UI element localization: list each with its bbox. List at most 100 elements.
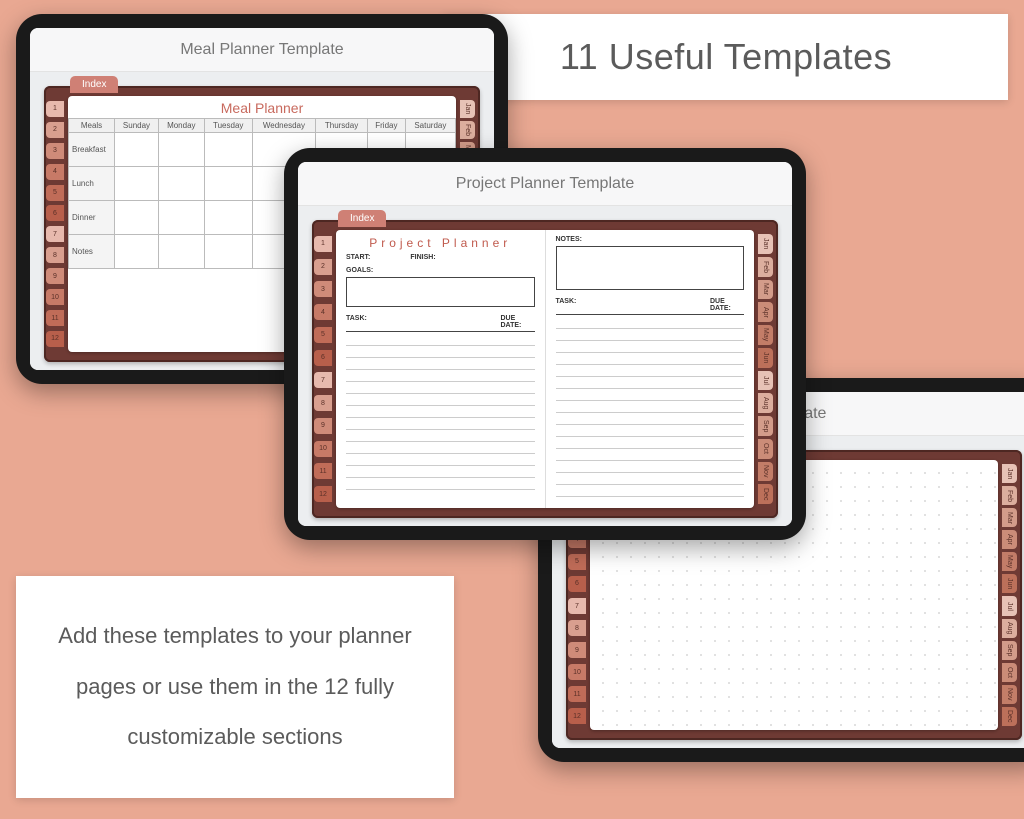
right-tabs-project: Jan Feb Mar Apr May Jun Jul Aug Sep Oct Nov Dec	[758, 220, 778, 518]
section-tab-7[interactable]: 7	[46, 226, 64, 242]
section-tab-8[interactable]: 8	[46, 247, 64, 263]
page-project: Project Planner START: FINISH: GOALS: TA…	[336, 230, 754, 508]
section-tab-9[interactable]: 9	[314, 418, 332, 434]
label-start: START:	[346, 254, 370, 261]
section-tab-4[interactable]: 4	[46, 164, 64, 180]
subtext-card: Add these templates to your planner page…	[16, 576, 454, 798]
month-tab-feb[interactable]: Feb	[460, 121, 475, 139]
month-tab-mar[interactable]: Mar	[758, 280, 773, 300]
month-tab-jun[interactable]: Jun	[1002, 574, 1017, 593]
section-tab-2[interactable]: 2	[314, 259, 332, 275]
month-tab-may[interactable]: May	[1002, 552, 1017, 571]
tablet-project-screen: Project Planner Template Index 123456789…	[298, 162, 792, 526]
section-tab-9[interactable]: 9	[568, 642, 586, 658]
task-header-right: TASK: DUE DATE:	[556, 296, 745, 315]
section-tab-6[interactable]: 6	[568, 576, 586, 592]
titlebar-project-text: Project Planner Template	[456, 175, 634, 193]
month-tab-oct[interactable]: Oct	[758, 439, 773, 459]
month-tab-dec[interactable]: Dec	[758, 484, 773, 504]
section-tab-5[interactable]: 5	[568, 554, 586, 570]
section-tab-12[interactable]: 12	[46, 331, 64, 347]
meal-row-label: Notes	[69, 235, 115, 269]
month-tab-aug[interactable]: Aug	[1002, 619, 1017, 638]
meal-col-saturday: Saturday	[405, 119, 455, 133]
section-tab-11[interactable]: 11	[568, 686, 586, 702]
meal-col-wednesday: Wednesday	[252, 119, 315, 133]
section-tab-6[interactable]: 6	[46, 205, 64, 221]
month-tab-apr[interactable]: Apr	[758, 302, 773, 322]
ruled-left	[346, 334, 535, 490]
meal-cell	[115, 235, 159, 269]
goals-box	[346, 277, 535, 307]
month-tab-nov[interactable]: Nov	[758, 462, 773, 482]
month-tab-jul[interactable]: Jul	[758, 371, 773, 391]
month-tab-feb[interactable]: Feb	[758, 257, 773, 277]
section-tab-11[interactable]: 11	[314, 463, 332, 479]
month-tab-nov[interactable]: Nov	[1002, 685, 1017, 704]
month-tab-jun[interactable]: Jun	[758, 348, 773, 368]
section-tab-3[interactable]: 3	[46, 143, 64, 159]
month-tab-sep[interactable]: Sep	[758, 416, 773, 436]
meal-col-friday: Friday	[368, 119, 406, 133]
section-tab-9[interactable]: 9	[46, 268, 64, 284]
left-tabs-project: 123456789101112	[312, 220, 332, 518]
project-right-page: NOTES: TASK: DUE DATE:	[546, 230, 755, 508]
section-tab-6[interactable]: 6	[314, 350, 332, 366]
index-tab-project[interactable]: Index	[338, 210, 386, 227]
label-due-r: DUE DATE:	[710, 298, 744, 312]
month-tab-mar[interactable]: Mar	[1002, 508, 1017, 527]
titlebar-meal: Meal Planner Template	[30, 28, 494, 72]
month-tab-dec[interactable]: Dec	[1002, 707, 1017, 726]
section-tab-5[interactable]: 5	[46, 185, 64, 201]
month-tab-jul[interactable]: Jul	[1002, 596, 1017, 615]
section-tab-12[interactable]: 12	[568, 708, 586, 724]
month-tab-sep[interactable]: Sep	[1002, 641, 1017, 660]
subtext-text: Add these templates to your planner page…	[46, 611, 424, 763]
binder-project: Index 123456789101112 Project Planner ST…	[312, 220, 778, 518]
meal-cell	[204, 235, 252, 269]
meal-col-meals: Meals	[69, 119, 115, 133]
section-tab-4[interactable]: 4	[314, 304, 332, 320]
section-tab-7[interactable]: 7	[568, 598, 586, 614]
meal-cell	[115, 133, 159, 167]
section-tab-5[interactable]: 5	[314, 327, 332, 343]
meal-cell	[204, 133, 252, 167]
meal-cell	[158, 235, 204, 269]
month-tab-aug[interactable]: Aug	[758, 393, 773, 413]
section-tab-10[interactable]: 10	[46, 289, 64, 305]
month-tab-apr[interactable]: Apr	[1002, 530, 1017, 549]
notes-box	[556, 246, 745, 290]
meal-row-label: Lunch	[69, 167, 115, 201]
meal-cell	[204, 167, 252, 201]
section-tab-10[interactable]: 10	[568, 664, 586, 680]
label-goals: GOALS:	[346, 267, 535, 274]
section-tab-3[interactable]: 3	[314, 281, 332, 297]
month-tab-jan[interactable]: Jan	[1002, 464, 1017, 483]
meal-col-sunday: Sunday	[115, 119, 159, 133]
month-tab-jan[interactable]: Jan	[758, 234, 773, 254]
section-tab-7[interactable]: 7	[314, 372, 332, 388]
section-tab-8[interactable]: 8	[568, 620, 586, 636]
section-tab-8[interactable]: 8	[314, 395, 332, 411]
section-tab-1[interactable]: 1	[314, 236, 332, 252]
right-tabs-dot: Jan Feb Mar Apr May Jun Jul Aug Sep Oct Nov Dec	[1002, 450, 1022, 740]
month-tab-oct[interactable]: Oct	[1002, 663, 1017, 682]
month-tab-may[interactable]: May	[758, 325, 773, 345]
project-title: Project Planner	[346, 236, 535, 250]
titlebar-meal-text: Meal Planner Template	[180, 41, 343, 59]
tablet-project: Project Planner Template Index 123456789…	[284, 148, 806, 540]
meal-col-tuesday: Tuesday	[204, 119, 252, 133]
meal-page-title: Meal Planner	[68, 96, 456, 118]
label-notes: NOTES:	[556, 236, 745, 243]
month-tab-jan[interactable]: Jan	[460, 100, 475, 118]
section-tab-10[interactable]: 10	[314, 441, 332, 457]
meal-col-monday: Monday	[158, 119, 204, 133]
section-tab-12[interactable]: 12	[314, 486, 332, 502]
index-tab-meal[interactable]: Index	[70, 76, 118, 93]
meal-cell	[115, 201, 159, 235]
section-tab-1[interactable]: 1	[46, 101, 64, 117]
month-tab-feb[interactable]: Feb	[1002, 486, 1017, 505]
section-tab-11[interactable]: 11	[46, 310, 64, 326]
headline-text: 11 Useful Templates	[560, 36, 892, 78]
section-tab-2[interactable]: 2	[46, 122, 64, 138]
